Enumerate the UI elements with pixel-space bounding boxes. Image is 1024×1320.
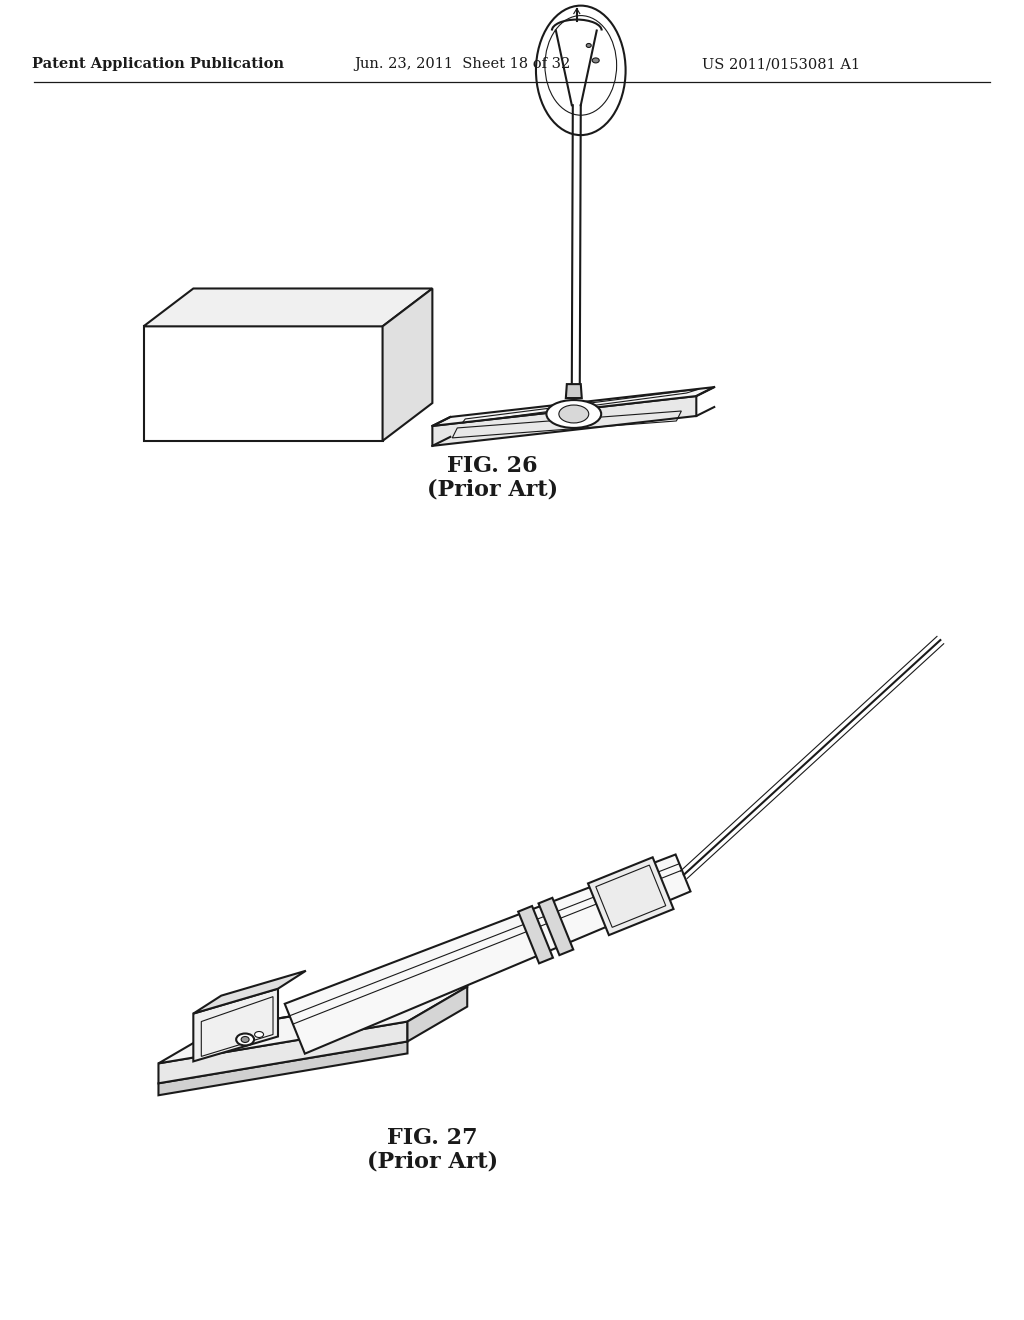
- Polygon shape: [432, 396, 696, 446]
- Polygon shape: [159, 986, 467, 1064]
- Polygon shape: [143, 326, 383, 441]
- Text: (Prior Art): (Prior Art): [427, 479, 558, 500]
- Polygon shape: [159, 1041, 408, 1096]
- Polygon shape: [159, 1022, 408, 1084]
- Ellipse shape: [559, 405, 589, 422]
- Ellipse shape: [587, 44, 591, 48]
- Ellipse shape: [241, 1036, 249, 1043]
- Ellipse shape: [547, 400, 601, 428]
- Polygon shape: [285, 854, 690, 1053]
- Polygon shape: [194, 970, 306, 1014]
- Polygon shape: [432, 387, 715, 426]
- Polygon shape: [143, 289, 432, 326]
- Text: (Prior Art): (Prior Art): [367, 1151, 498, 1173]
- Text: FIG. 27: FIG. 27: [387, 1127, 477, 1150]
- Polygon shape: [539, 898, 573, 956]
- Text: Jun. 23, 2011  Sheet 18 of 32: Jun. 23, 2011 Sheet 18 of 32: [354, 57, 570, 71]
- Polygon shape: [383, 289, 432, 441]
- Ellipse shape: [237, 1034, 254, 1045]
- Polygon shape: [408, 986, 467, 1041]
- Text: Patent Application Publication: Patent Application Publication: [33, 57, 285, 71]
- Text: US 2011/0153081 A1: US 2011/0153081 A1: [701, 57, 860, 71]
- Polygon shape: [566, 384, 582, 399]
- Polygon shape: [194, 989, 278, 1061]
- Polygon shape: [588, 857, 674, 935]
- Ellipse shape: [592, 58, 599, 63]
- Text: FIG. 26: FIG. 26: [446, 455, 538, 477]
- Ellipse shape: [255, 1031, 263, 1038]
- Polygon shape: [518, 906, 553, 964]
